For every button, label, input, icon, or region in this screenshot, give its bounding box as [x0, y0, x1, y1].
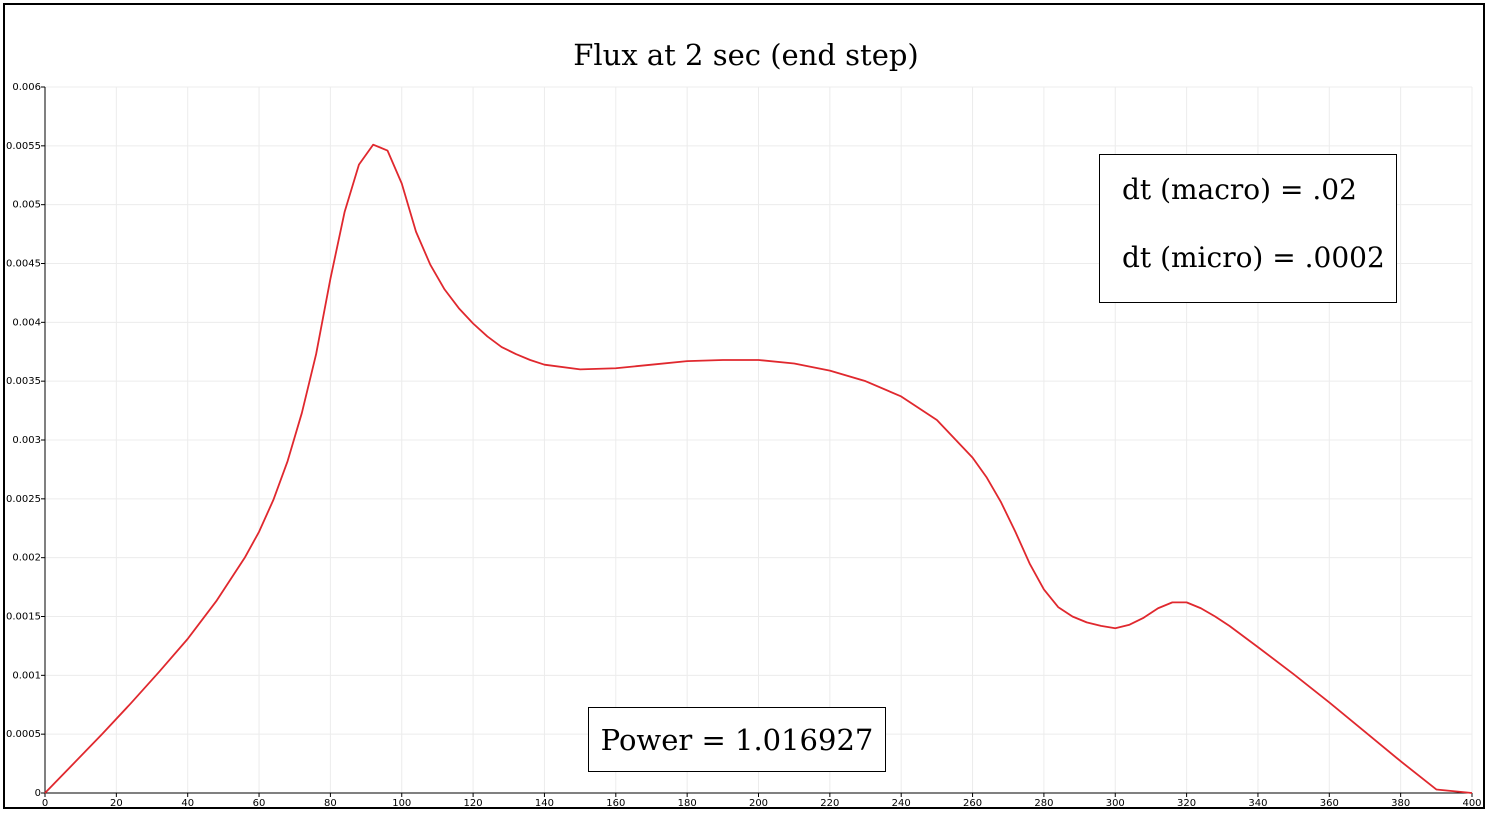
x-tick-label: 300: [1106, 798, 1125, 809]
x-tick-label: 0: [42, 798, 48, 809]
chart-frame: [3, 3, 1485, 809]
x-tick-label: 80: [324, 798, 337, 809]
x-tick-label: 400: [1462, 798, 1481, 809]
x-tick-label: 40: [181, 798, 194, 809]
x-tick-label: 380: [1391, 798, 1410, 809]
x-tick-label: 360: [1320, 798, 1339, 809]
grid-lines: [45, 86, 1473, 793]
x-tick-label: 200: [749, 798, 768, 809]
dt-macro-label: dt (macro) = .02: [1122, 173, 1357, 206]
power-annotation-box: Power = 1.016927: [588, 707, 886, 772]
x-tick-label: 220: [820, 798, 839, 809]
x-tick-label: 260: [963, 798, 982, 809]
timestep-annotation-box: dt (macro) = .02 dt (micro) = .0002: [1099, 154, 1397, 303]
x-tick-label: 280: [1034, 798, 1053, 809]
x-tick-label: 60: [253, 798, 266, 809]
y-tick-label: 0: [35, 788, 41, 799]
y-tick-label: 0.0015: [6, 612, 41, 623]
y-tick-label: 0.0005: [6, 729, 41, 740]
flux-series-line: [44, 143, 1473, 794]
x-tick-label: 120: [464, 798, 483, 809]
y-tick-label: 0.0055: [6, 141, 41, 152]
power-label: Power = 1.016927: [600, 723, 874, 757]
y-axis-ticks: 0 0.0005 0.001 0.0015 0.002 0.0025 0.003 0.0035…: [6, 82, 45, 799]
dt-micro-label: dt (micro) = .0002: [1122, 241, 1385, 274]
y-tick-label: 0.002: [12, 553, 41, 564]
x-tick-label: 140: [535, 798, 554, 809]
y-tick-label: 0.004: [12, 317, 41, 328]
y-tick-label: 0.005: [12, 200, 41, 211]
y-tick-label: 0.001: [12, 670, 41, 681]
y-tick-label: 0.006: [12, 82, 41, 93]
x-axis-ticks: 0 20 40 60 80 100 120 140 160 180 200 220 240 260 280 3…: [42, 793, 1482, 809]
y-tick-label: 0.003: [12, 435, 41, 446]
chart-title: Flux at 2 sec (end step): [573, 38, 919, 72]
y-tick-label: 0.0025: [6, 494, 41, 505]
x-tick-label: 340: [1248, 798, 1267, 809]
x-tick-label: 320: [1177, 798, 1196, 809]
y-tick-label: 0.0045: [6, 259, 41, 270]
x-tick-label: 240: [892, 798, 911, 809]
x-tick-label: 180: [678, 798, 697, 809]
x-tick-label: 160: [606, 798, 625, 809]
y-tick-label: 0.0035: [6, 376, 41, 387]
series-lines: [44, 143, 1473, 794]
x-tick-label: 100: [392, 798, 411, 809]
x-tick-label: 20: [110, 798, 123, 809]
